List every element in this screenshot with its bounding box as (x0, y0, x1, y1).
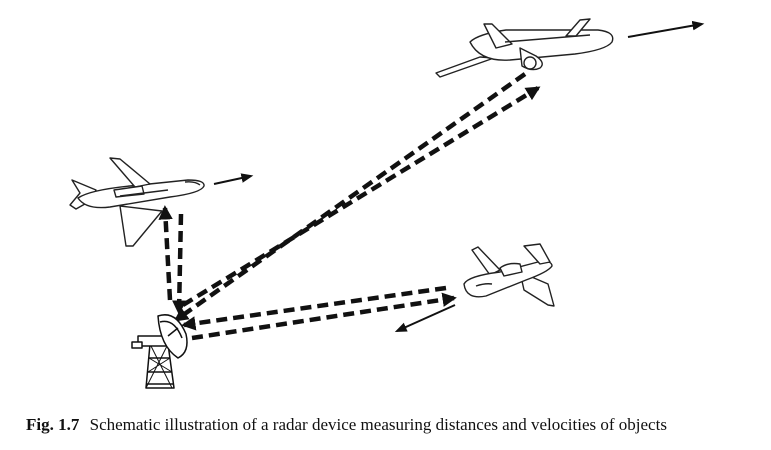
figure-caption: Fig. 1.7 Schematic illustration of a rad… (26, 415, 756, 435)
signal-from-left-jet (172, 213, 187, 315)
signal-to-right-jet (191, 292, 457, 341)
business-jet-icon (69, 157, 205, 247)
signal-from-airliner (173, 72, 527, 322)
velocity-arrow-left-jet (213, 173, 254, 185)
radar-dish-icon (131, 314, 188, 389)
figure-label: Fig. 1.7 (26, 415, 80, 434)
caption-text: Schematic illustration of a radar device… (89, 415, 667, 434)
signal-to-airliner (181, 86, 541, 307)
signal-to-left-jet (158, 205, 173, 301)
signal-from-right-jet (181, 285, 447, 331)
radar-diagram (69, 18, 705, 389)
velocity-arrows (213, 20, 705, 332)
signal-paths (158, 72, 541, 341)
velocity-arrow-right-jet (394, 304, 456, 332)
velocity-arrow-airliner (627, 20, 705, 38)
airliner-icon (435, 18, 614, 78)
business-jet-icon (463, 243, 555, 307)
